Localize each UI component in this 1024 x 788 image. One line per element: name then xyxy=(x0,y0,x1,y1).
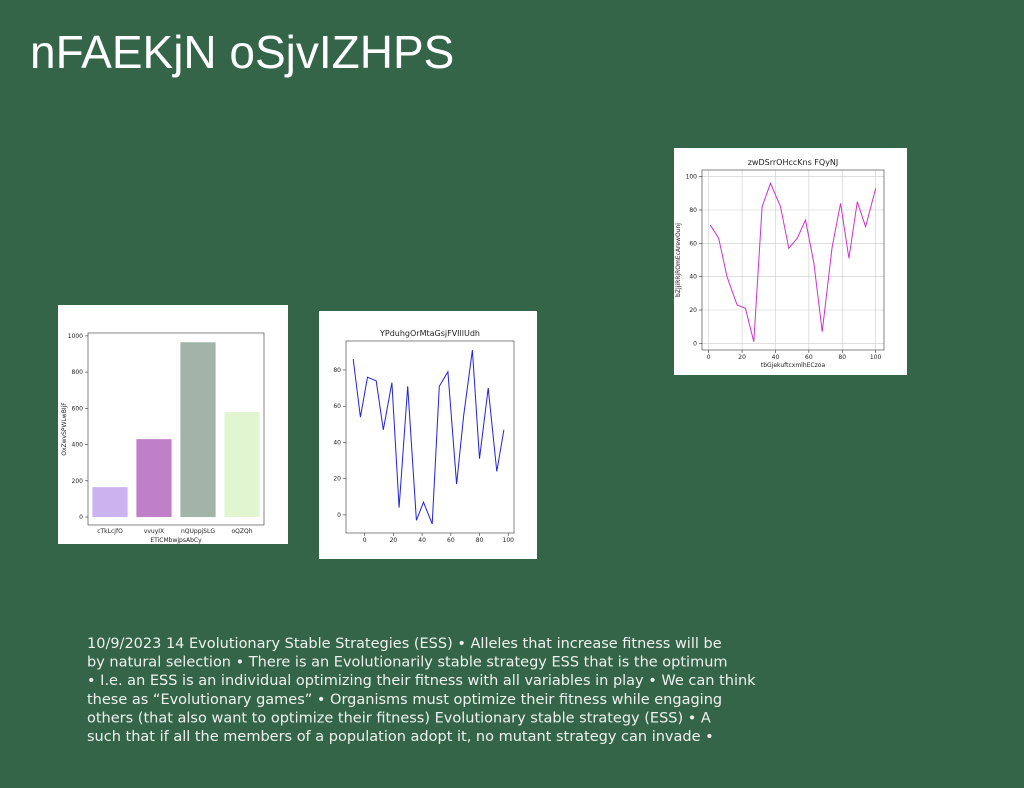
body-line: these as “Evolutionary games” • Organism… xyxy=(87,692,722,708)
y-tick-label: 600 xyxy=(72,405,84,412)
x-tick-label: 80 xyxy=(476,537,484,544)
x-tick-label: 20 xyxy=(738,354,746,361)
chart-panel xyxy=(319,311,537,559)
x-tick-label: 40 xyxy=(418,537,426,544)
x-tick-label: 0 xyxy=(363,537,367,544)
y-tick-label: 1000 xyxy=(68,333,83,340)
y-tick-label: 400 xyxy=(72,442,84,449)
x-tick-label: 80 xyxy=(838,354,846,361)
y-tick-label: 20 xyxy=(333,476,341,483)
x-axis-label: ETiCMbwjpsAbCy xyxy=(150,537,202,544)
x-tick-label: 100 xyxy=(503,537,515,544)
x-tick-label: oQZQh xyxy=(231,528,252,535)
y-tick-label: 60 xyxy=(689,240,697,247)
y-tick-label: 40 xyxy=(689,274,697,281)
slide-title: nFAEKjN oSjvIZHPS xyxy=(30,26,454,78)
body-line: others (that also want to optimize their… xyxy=(87,710,711,726)
y-tick-label: 60 xyxy=(333,403,341,410)
y-tick-label: 800 xyxy=(72,369,84,376)
x-tick-label: vvuyIX xyxy=(144,528,164,535)
x-tick-label: 0 xyxy=(707,354,711,361)
body-line: by natural selection • There is an Evolu… xyxy=(87,655,728,671)
x-tick-label: nQUppjSLG xyxy=(181,528,215,535)
y-axis-label: OxZwvSPWLwBIjF xyxy=(61,402,68,456)
x-axis-label: tbGjekuftcxmlhECzoa xyxy=(761,362,826,369)
x-tick-label: 40 xyxy=(772,354,780,361)
x-tick-label: 20 xyxy=(390,537,398,544)
body-line: 10/9/2023 14 Evolutionary Stable Strateg… xyxy=(87,636,722,652)
plot-frame xyxy=(87,332,265,526)
bar xyxy=(136,439,172,518)
y-tick-label: 100 xyxy=(686,174,698,181)
bar xyxy=(92,487,128,518)
x-tick-label: cTkLcjfO xyxy=(97,528,123,535)
bar xyxy=(224,411,260,518)
chart-panel xyxy=(674,148,907,375)
chart-title: YPduhgOrMtaGsjFVIllUdh xyxy=(379,329,480,338)
x-tick-label: 100 xyxy=(870,354,882,361)
bar xyxy=(180,342,216,518)
line-series xyxy=(352,350,505,525)
y-tick-label: 0 xyxy=(693,340,697,347)
y-tick-label: 80 xyxy=(689,207,697,214)
y-tick-label: 40 xyxy=(333,439,341,446)
y-tick-label: 80 xyxy=(333,367,341,374)
chart-title: zwDSrrOHccKns FQyNJ xyxy=(748,158,839,167)
y-tick-label: 0 xyxy=(337,512,341,519)
y-tick-label: 0 xyxy=(79,514,83,521)
plot-frame xyxy=(701,169,885,351)
x-tick-label: 60 xyxy=(447,537,455,544)
body-line: such that if all the members of a popula… xyxy=(87,729,714,745)
y-axis-label: bZJjiRRjROmEcArewOunj xyxy=(675,223,682,297)
line-series xyxy=(709,181,877,342)
x-tick-label: 60 xyxy=(805,354,813,361)
y-tick-label: 20 xyxy=(689,307,697,314)
plot-frame xyxy=(345,340,515,534)
body-line: • I.e. an ESS is an individual optimizin… xyxy=(87,673,756,689)
y-tick-label: 200 xyxy=(72,478,84,485)
